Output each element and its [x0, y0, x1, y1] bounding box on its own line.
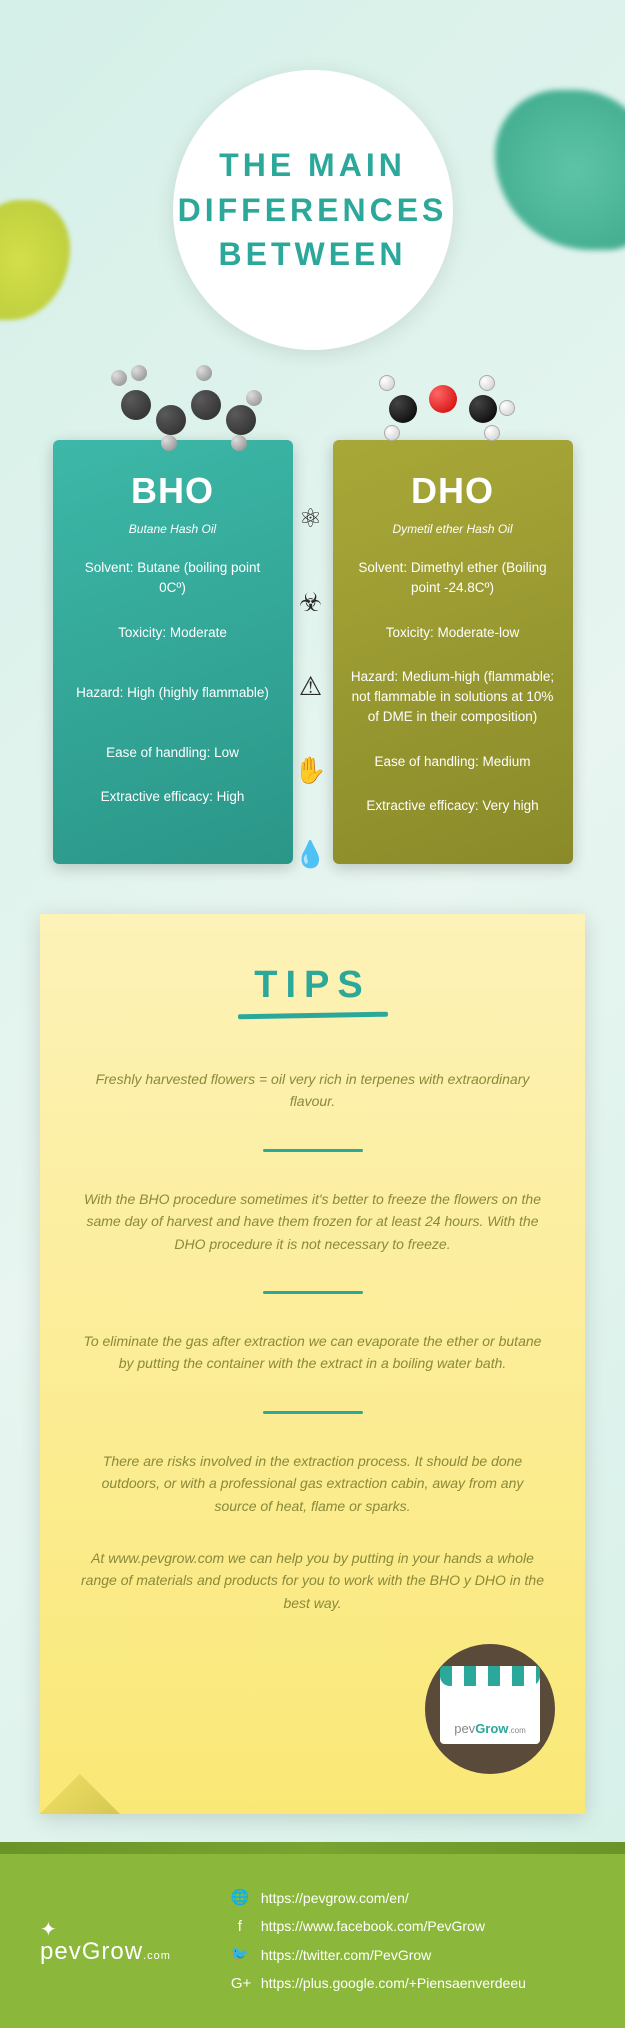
molecule-row: [0, 350, 625, 460]
tip-divider: [263, 1411, 363, 1414]
infographic-container: THE MAIN DIFFERENCES BETWEEN: [0, 0, 625, 2028]
dho-subtitle: Dymetil ether Hash Oil: [351, 520, 555, 538]
decorative-blob-left: [0, 200, 70, 320]
footer-link-facebook[interactable]: f https://www.facebook.com/PevGrow: [231, 1913, 585, 1942]
dho-toxicity: Toxicity: Moderate-low: [351, 623, 555, 643]
bho-title: BHO: [71, 464, 275, 518]
footer-url: https://www.facebook.com/PevGrow: [261, 1913, 485, 1940]
gplus-icon: G+: [231, 1970, 249, 1999]
bho-toxicity: Toxicity: Moderate: [71, 623, 275, 643]
bho-subtitle: Butane Hash Oil: [71, 520, 275, 538]
decorative-blob-right: [495, 90, 625, 250]
bho-ease: Ease of handling: Low: [71, 743, 275, 763]
dho-card: DHO Dymetil ether Hash Oil Solvent: Dime…: [333, 440, 573, 864]
title-line-3: BETWEEN: [178, 232, 448, 277]
dho-solvent: Solvent: Dimethyl ether (Boiling point -…: [351, 558, 555, 599]
gasmask-icon: ☣: [293, 584, 329, 620]
header-section: THE MAIN DIFFERENCES BETWEEN: [0, 0, 625, 380]
tips-note: TIPS Freshly harvested flowers = oil ver…: [40, 914, 585, 1814]
title-circle: THE MAIN DIFFERENCES BETWEEN: [173, 70, 453, 350]
dho-ease: Ease of handling: Medium: [351, 752, 555, 772]
footer: pevGrow.com 🌐https://pevgrow.com/en/ fht…: [0, 1854, 625, 2028]
tip-divider: [263, 1149, 363, 1152]
tip-1: Freshly harvested flowers = oil very ric…: [80, 1068, 545, 1113]
tip-4: There are risks involved in the extracti…: [80, 1450, 545, 1517]
twitter-icon: 🐦: [231, 1941, 249, 1970]
molecule-icon: ⚛: [293, 500, 329, 536]
drop-icon: 💧: [293, 836, 329, 872]
pevgrow-badge: pevGrow.com: [425, 1644, 555, 1774]
footer-link-gplus[interactable]: G+ https://plus.google.com/+Piensaenverde…: [231, 1970, 585, 1999]
dho-title: DHO: [351, 464, 555, 518]
tip-divider: [263, 1291, 363, 1294]
bho-hazard: Hazard: High (highly flammable): [71, 683, 275, 703]
main-title: THE MAIN DIFFERENCES BETWEEN: [178, 143, 448, 277]
bho-molecule: [101, 350, 261, 460]
dho-molecule: [364, 350, 524, 460]
center-icons-column: ⚛ ☣ ⚠ ✋ 💧: [293, 500, 333, 920]
tip-2: With the BHO procedure sometimes it's be…: [80, 1188, 545, 1255]
tips-section: TIPS Freshly harvested flowers = oil ver…: [0, 864, 625, 1814]
tips-footer-row: At www.pevgrow.com we can help you by pu…: [80, 1547, 545, 1624]
bho-solvent: Solvent: Butane (boiling point 0Cº): [71, 558, 275, 599]
footer-link-twitter[interactable]: 🐦 https://twitter.com/PevGrow: [231, 1941, 585, 1970]
tips-title: TIPS: [80, 964, 545, 1007]
title-line-1: THE MAIN: [178, 143, 448, 188]
dho-hazard: Hazard: Medium-high (flammable; not flam…: [351, 667, 555, 728]
footer-link-web[interactable]: 🌐 https://pevgrow.com/en/: [231, 1884, 585, 1913]
warning-icon: ⚠: [293, 668, 329, 704]
footer-logo: pevGrow.com: [40, 1917, 171, 1966]
bho-efficacy: Extractive efficacy: High: [71, 787, 275, 807]
awning-icon: [440, 1666, 540, 1686]
bho-card: BHO Butane Hash Oil Solvent: Butane (boi…: [53, 440, 293, 864]
footer-url: https://pevgrow.com/en/: [261, 1885, 409, 1912]
tips-underline: [237, 1012, 387, 1020]
title-line-2: DIFFERENCES: [178, 188, 448, 233]
dho-efficacy: Extractive efficacy: Very high: [351, 796, 555, 816]
badge-logo-text: pevGrow.com: [454, 1721, 526, 1736]
tip-3: To eliminate the gas after extraction we…: [80, 1330, 545, 1375]
tip-5: At www.pevgrow.com we can help you by pu…: [80, 1547, 545, 1614]
facebook-icon: f: [231, 1913, 249, 1942]
footer-links: 🌐 https://pevgrow.com/en/ f https://www.fa…: [231, 1884, 585, 1998]
footer-url: https://plus.google.com/+Piensaenverdeeu: [261, 1970, 526, 1997]
globe-icon: 🌐: [231, 1884, 249, 1913]
hand-icon: ✋: [293, 752, 329, 788]
footer-url: https://twitter.com/PevGrow: [261, 1942, 431, 1969]
